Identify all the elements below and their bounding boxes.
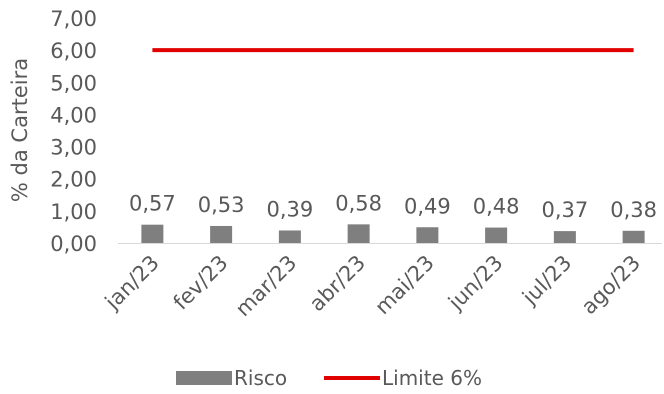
y-tick-label: 7,00 — [50, 7, 97, 31]
bar-jun/23 — [485, 227, 508, 243]
bar-data-label: 0,48 — [473, 195, 520, 219]
x-tick-label: mai/23 — [370, 251, 439, 320]
x-tick-label: abr/23 — [305, 251, 371, 317]
bar-data-label: 0,53 — [198, 193, 245, 217]
bar-data-label: 0,37 — [541, 198, 588, 222]
bar-data-label: 0,49 — [404, 194, 451, 218]
y-tick-label: 4,00 — [50, 103, 97, 127]
x-tick-label: jul/23 — [517, 251, 576, 310]
bar-data-label: 0,38 — [610, 198, 657, 222]
y-axis-ticks: 0,00 1,00 2,00 3,00 4,00 5,00 6,00 7,00 — [50, 7, 97, 256]
y-tick-label: 0,00 — [50, 232, 97, 256]
legend-item-limite: Limite 6% — [324, 364, 482, 392]
bar-ago/23 — [622, 230, 645, 243]
bar-abr/23 — [347, 224, 370, 243]
bar-data-label: 0,39 — [266, 197, 313, 221]
bar-data-label: 0,57 — [129, 192, 176, 216]
risk-bars — [141, 224, 645, 243]
y-axis-label: % da Carteira — [8, 58, 32, 202]
y-tick-label: 5,00 — [50, 71, 97, 95]
x-tick-label: fev/23 — [169, 251, 233, 315]
legend: Risco Limite 6% — [0, 364, 664, 392]
x-tick-label: mar/23 — [231, 251, 302, 322]
x-tick-label: jun/23 — [443, 251, 508, 316]
legend-line-swatch — [324, 376, 380, 380]
bar-jan/23 — [141, 224, 164, 243]
bar-fev/23 — [210, 225, 233, 243]
y-tick-label: 6,00 — [50, 39, 97, 63]
legend-bar-swatch — [176, 371, 232, 385]
bar-data-labels: 0,57 0,53 0,39 0,58 0,49 0,48 0,37 0,38 — [129, 191, 657, 222]
x-tick-label: jan/23 — [100, 251, 164, 315]
legend-label-limite: Limite 6% — [382, 366, 482, 390]
y-tick-label: 2,00 — [50, 168, 97, 192]
x-tick-label: ago/23 — [577, 251, 645, 319]
bar-data-label: 0,58 — [335, 191, 382, 215]
bar-jul/23 — [553, 231, 576, 243]
y-tick-label: 3,00 — [50, 136, 97, 160]
legend-item-risco: Risco — [176, 364, 287, 392]
bar-mar/23 — [278, 230, 301, 243]
bar-mai/23 — [416, 227, 439, 243]
legend-label-risco: Risco — [234, 366, 288, 390]
y-tick-label: 1,00 — [50, 200, 97, 224]
